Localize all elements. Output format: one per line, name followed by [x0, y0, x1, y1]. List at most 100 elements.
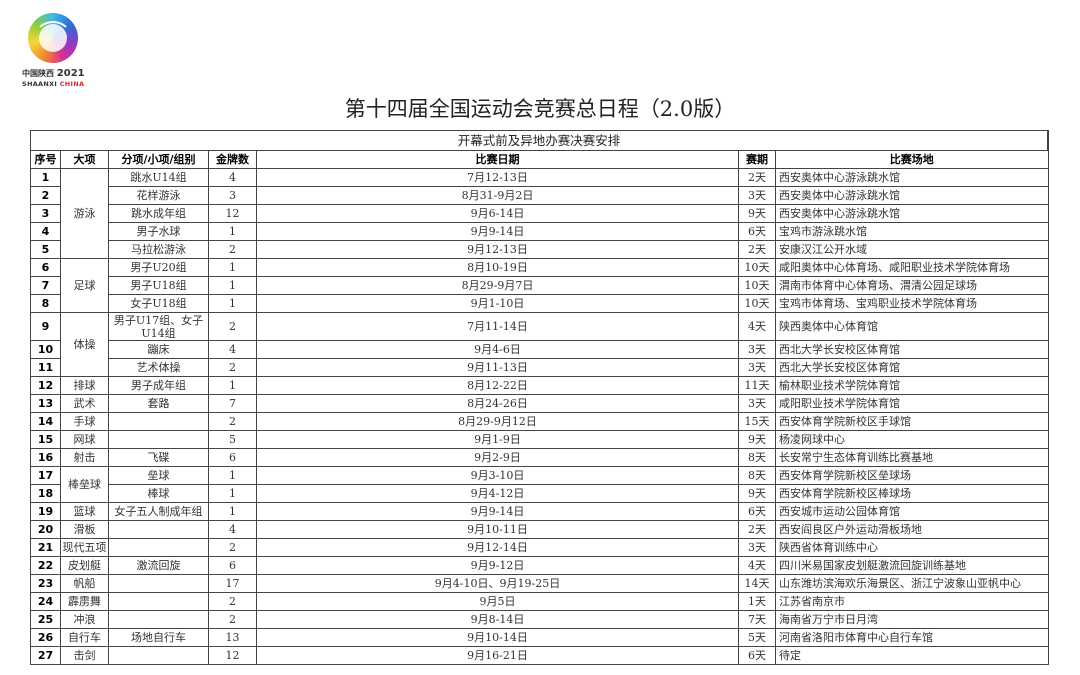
- row-number: 23: [30, 574, 61, 593]
- date-cell: 9月9-12日: [256, 556, 739, 575]
- venue-cell: 西安城市运动公园体育馆: [775, 502, 1049, 521]
- row-number: 6: [30, 258, 61, 277]
- gold-count-cell: 1: [208, 294, 257, 313]
- days-cell: 5天: [738, 628, 776, 647]
- table-row: 15 网球 5 9月1-9日 9天 杨凌网球中心: [30, 430, 1049, 449]
- table-row: 13 武术 套路 7 8月24-26日 3天 咸阳职业技术学院体育馆: [30, 394, 1049, 413]
- row-number: 25: [30, 610, 61, 629]
- date-cell: 8月10-19日: [256, 258, 739, 277]
- row-number: 4: [30, 222, 61, 241]
- date-cell: 9月11-13日: [256, 358, 739, 377]
- days-cell: 3天: [738, 186, 776, 205]
- category-cell: 体操: [60, 312, 109, 377]
- venue-cell: 海南省万宁市日月湾: [775, 610, 1049, 629]
- days-cell: 3天: [738, 358, 776, 377]
- venue-cell: 西安奥体中心游泳跳水馆: [775, 204, 1049, 223]
- days-cell: 10天: [738, 276, 776, 295]
- table-row: 20 滑板 4 9月10-11日 2天 西安阎良区户外运动滑板场地: [30, 520, 1049, 539]
- date-cell: 9月1-9日: [256, 430, 739, 449]
- gold-count-cell: 5: [208, 430, 257, 449]
- days-cell: 6天: [738, 646, 776, 665]
- days-cell: 7天: [738, 610, 776, 629]
- venue-cell: 长安常宁生态体育训练比赛基地: [775, 448, 1049, 467]
- venue-cell: 宝鸡市游泳跳水馆: [775, 222, 1049, 241]
- table-row: 11 艺术体操 2 9月11-13日 3天 西北大学长安校区体育馆: [30, 358, 1049, 377]
- table-row: 1 游泳 跳水U14组 4 7月12-13日 2天 西安奥体中心游泳跳水馆: [30, 168, 1049, 259]
- row-number: 22: [30, 556, 61, 575]
- table-row: 19 篮球 女子五人制成年组 1 9月9-14日 6天 西安城市运动公园体育馆: [30, 502, 1049, 521]
- subevent-cell: [108, 412, 209, 431]
- subevent-cell: 男子U20组: [108, 258, 209, 277]
- days-cell: 8天: [738, 466, 776, 485]
- venue-cell: 西安体育学院新校区棒球场: [775, 484, 1049, 503]
- row-number: 19: [30, 502, 61, 521]
- category-cell: 皮划艇: [60, 556, 109, 575]
- category-cell: 手球: [60, 412, 109, 431]
- games-logo: 中国陕西 2021 SHAANXI CHINA: [22, 8, 92, 88]
- gold-count-cell: 1: [208, 484, 257, 503]
- subevent-cell: [108, 646, 209, 665]
- category-cell: 武术: [60, 394, 109, 413]
- venue-cell: 西北大学长安校区体育馆: [775, 340, 1049, 359]
- date-cell: 8月12-22日: [256, 376, 739, 395]
- subevent-cell: 棒球: [108, 484, 209, 503]
- table-row: 9 体操 男子U17组、女子U14组 2 7月11-14日 4天 陕西奥体中心体育馆: [30, 312, 1049, 377]
- category-cell: 排球: [60, 376, 109, 395]
- header-date: 比赛日期: [256, 150, 739, 169]
- gold-count-cell: 2: [208, 592, 257, 611]
- date-cell: 8月29-9月12日: [256, 412, 739, 431]
- subevent-cell: [108, 538, 209, 557]
- header-category: 大项: [60, 150, 109, 169]
- date-cell: 9月16-21日: [256, 646, 739, 665]
- subevent-cell: 跳水U14组: [108, 168, 209, 187]
- gold-count-cell: 1: [208, 466, 257, 485]
- date-cell: 9月10-14日: [256, 628, 739, 647]
- subevent-cell: 场地自行车: [108, 628, 209, 647]
- logo-emblem-icon: [28, 13, 78, 63]
- header-subevent: 分项/小项/组别: [108, 150, 209, 169]
- table-row: 14 手球 2 8月29-9月12日 15天 西安体育学院新校区手球馆: [30, 412, 1049, 431]
- venue-cell: 四川米易国家皮划艇激流回旋训练基地: [775, 556, 1049, 575]
- category-cell: 网球: [60, 430, 109, 449]
- days-cell: 10天: [738, 294, 776, 313]
- date-cell: 8月24-26日: [256, 394, 739, 413]
- row-number: 10: [30, 340, 61, 359]
- subevent-cell: 女子五人制成年组: [108, 502, 209, 521]
- table-row: 16 射击 飞碟 6 9月2-9日 8天 长安常宁生态体育训练比赛基地: [30, 448, 1049, 467]
- date-cell: 9月1-10日: [256, 294, 739, 313]
- row-number: 14: [30, 412, 61, 431]
- gold-count-cell: 7: [208, 394, 257, 413]
- table-row: 10 蹦床 4 9月4-6日 3天 西北大学长安校区体育馆: [30, 340, 1049, 359]
- venue-cell: 陕西奥体中心体育馆: [775, 312, 1049, 341]
- venue-cell: 河南省洛阳市体育中心自行车馆: [775, 628, 1049, 647]
- subevent-cell: 跳水成年组: [108, 204, 209, 223]
- category-cell: 现代五项: [60, 538, 109, 557]
- days-cell: 3天: [738, 340, 776, 359]
- row-number: 12: [30, 376, 61, 395]
- days-cell: 10天: [738, 258, 776, 277]
- category-cell: 篮球: [60, 502, 109, 521]
- venue-cell: 渭南市体育中心体育场、渭清公园足球场: [775, 276, 1049, 295]
- row-number: 13: [30, 394, 61, 413]
- table-row: 23 帆船 17 9月4-10日、9月19-25日 14天 山东潍坊滨海欢乐海景区、浙江宁…: [30, 574, 1049, 593]
- row-number: 15: [30, 430, 61, 449]
- table-row: 7 男子U18组 1 8月29-9月7日 10天 渭南市体育中心体育场、渭清公园足球场: [30, 276, 1049, 295]
- date-cell: 9月2-9日: [256, 448, 739, 467]
- venue-cell: 待定: [775, 646, 1049, 665]
- venue-cell: 西安体育学院新校区手球馆: [775, 412, 1049, 431]
- subevent-cell: [108, 574, 209, 593]
- row-number: 18: [30, 484, 61, 503]
- subevent-cell: 男子U18组: [108, 276, 209, 295]
- venue-cell: 榆林职业技术学院体育馆: [775, 376, 1049, 395]
- subevent-cell: 男子U17组、女子U14组: [108, 312, 209, 341]
- days-cell: 2天: [738, 240, 776, 259]
- header-no: 序号: [30, 150, 61, 169]
- gold-count-cell: 17: [208, 574, 257, 593]
- subevent-cell: 蹦床: [108, 340, 209, 359]
- subevent-cell: 男子水球: [108, 222, 209, 241]
- subevent-cell: [108, 430, 209, 449]
- gold-count-cell: 3: [208, 186, 257, 205]
- logo-text-cn: 中国陕西 2021: [22, 68, 85, 79]
- category-cell: 自行车: [60, 628, 109, 647]
- venue-cell: 安康汉江公开水域: [775, 240, 1049, 259]
